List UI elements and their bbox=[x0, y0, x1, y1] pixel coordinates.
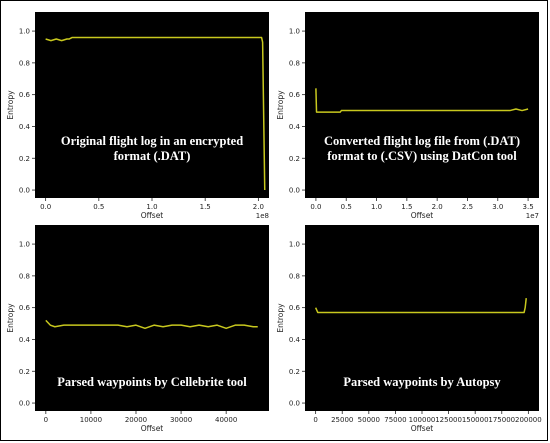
x-tick-label: 3.5 bbox=[523, 203, 534, 211]
y-tick-label: 0.4 bbox=[289, 123, 301, 131]
y-axis-label: Entropy bbox=[276, 90, 285, 120]
y-tick-label: 0.2 bbox=[289, 155, 300, 163]
x-tick-label: 75000 bbox=[384, 416, 406, 424]
x-tick-label: 1.5 bbox=[200, 203, 211, 211]
x-tick-label: 200000 bbox=[515, 416, 542, 424]
x-tick-label: 125000 bbox=[435, 416, 462, 424]
chart-panel-3: 0.0 0.2 0.4 0.6 0.8 1.0 0 10000 20000 30000 40000 O… bbox=[6, 225, 269, 433]
y-tick-label: 0.4 bbox=[289, 336, 301, 344]
x-tick-label: 0.0 bbox=[310, 203, 321, 211]
x-axis-label: Offset bbox=[411, 424, 434, 433]
y-tick-label: 1.0 bbox=[19, 241, 30, 249]
x-tick-label: 2.0 bbox=[432, 203, 443, 211]
chart-panel-4: 0.0 0.2 0.4 0.6 0.8 1.0 0 25000 50000 75000 100000… bbox=[276, 225, 542, 433]
y-tick-label: 0.8 bbox=[19, 272, 30, 280]
plot-area bbox=[305, 225, 539, 411]
x-tick-label: 20000 bbox=[125, 416, 147, 424]
panel-caption-line: Converted flight log file from (.DAT) bbox=[324, 134, 520, 148]
series-line-1 bbox=[45, 36, 266, 191]
x-tick-label: 50000 bbox=[358, 416, 380, 424]
x-tick-label: 40000 bbox=[215, 416, 237, 424]
y-tick-label: 0.2 bbox=[19, 368, 30, 376]
x-tick-label: 0.5 bbox=[93, 203, 104, 211]
y-axis-label: Entropy bbox=[6, 303, 15, 333]
x-tick-label: 175000 bbox=[488, 416, 515, 424]
y-tick-label: 0.4 bbox=[19, 123, 31, 131]
x-tick-label: 150000 bbox=[462, 416, 489, 424]
x-tick-label: 3.0 bbox=[492, 203, 503, 211]
x-tick-label: 10000 bbox=[80, 416, 102, 424]
chart-panel-2: 0.0 0.2 0.4 0.6 0.8 1.0 0.0 0.5 1.0 1.5 2.0 2.5 3.0 3… bbox=[276, 12, 539, 220]
y-tick-label: 0.0 bbox=[289, 187, 300, 195]
x-tick-label: 0.0 bbox=[40, 203, 51, 211]
y-tick-label: 0.6 bbox=[19, 91, 31, 99]
plot-area bbox=[35, 225, 269, 411]
x-axis-multiplier: 1e7 bbox=[526, 212, 539, 220]
x-tick-label: 25000 bbox=[331, 416, 353, 424]
y-tick-label: 0.2 bbox=[19, 155, 30, 163]
series-line-1 bbox=[45, 319, 258, 330]
y-tick-label: 1.0 bbox=[19, 28, 30, 36]
x-tick-label: 30000 bbox=[170, 416, 192, 424]
x-axis-label: Offset bbox=[141, 211, 164, 220]
panel-caption-line: Original flight log in an encrypted bbox=[61, 134, 243, 148]
panel-caption-line: Parsed waypoints by Autopsy bbox=[343, 375, 501, 389]
x-tick-label: 0 bbox=[313, 416, 317, 424]
x-tick-label: 1.0 bbox=[371, 203, 382, 211]
x-tick-label: 2.0 bbox=[253, 203, 264, 211]
panel-caption-line: format (.DAT) bbox=[114, 149, 191, 163]
y-tick-label: 0.8 bbox=[289, 272, 300, 280]
x-axis-multiplier: 1e8 bbox=[256, 212, 269, 220]
y-axis-label: Entropy bbox=[6, 90, 15, 120]
y-tick-label: 0.4 bbox=[19, 336, 31, 344]
x-tick-label: 0 bbox=[44, 416, 48, 424]
y-tick-label: 0.6 bbox=[289, 304, 301, 312]
x-tick-label: 1.5 bbox=[401, 203, 412, 211]
plot-area bbox=[35, 12, 269, 198]
x-tick-label: 1.0 bbox=[146, 203, 157, 211]
series-line-1 bbox=[314, 298, 527, 314]
series-line-1 bbox=[315, 88, 529, 113]
y-axis-label: Entropy bbox=[276, 303, 285, 333]
y-tick-label: 0.2 bbox=[289, 368, 300, 376]
x-axis-label: Offset bbox=[411, 211, 434, 220]
panel-caption-line: format to (.CSV) using DatCon tool bbox=[327, 149, 517, 163]
x-tick-label: 0.5 bbox=[341, 203, 352, 211]
x-axis-label: Offset bbox=[141, 424, 164, 433]
y-tick-label: 0.0 bbox=[289, 400, 300, 408]
y-tick-label: 0.8 bbox=[289, 59, 300, 67]
y-tick-label: 1.0 bbox=[289, 28, 300, 36]
x-tick-label: 100000 bbox=[409, 416, 436, 424]
y-tick-label: 0.6 bbox=[289, 91, 301, 99]
x-tick-label: 2.5 bbox=[462, 203, 473, 211]
y-tick-label: 0.6 bbox=[19, 304, 31, 312]
y-tick-label: 0.0 bbox=[19, 187, 30, 195]
y-tick-label: 0.0 bbox=[19, 400, 30, 408]
chart-panel-1: 0.0 0.2 0.4 0.6 0.8 1.0 0.0 0.5 1.0 1.5 2.0 Offset E… bbox=[6, 12, 269, 220]
plot-area bbox=[305, 12, 539, 198]
panel-caption-line: Parsed waypoints by Cellebrite tool bbox=[57, 375, 247, 389]
y-tick-label: 0.8 bbox=[19, 59, 30, 67]
y-tick-label: 1.0 bbox=[289, 241, 300, 249]
